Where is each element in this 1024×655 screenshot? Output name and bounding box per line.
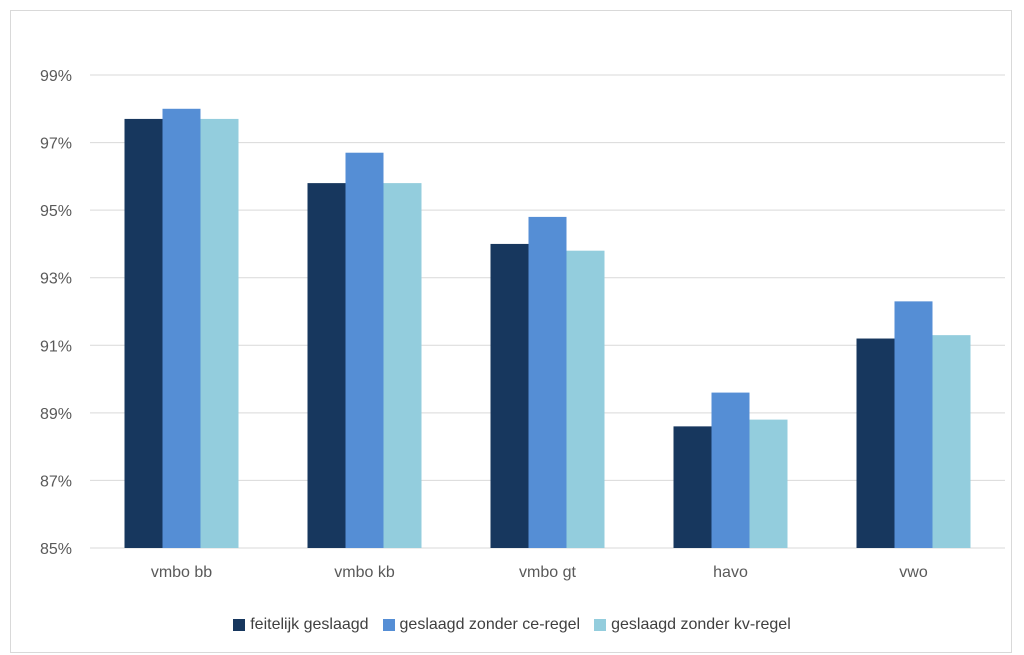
x-tick-label: vmbo bb	[151, 564, 212, 581]
x-axis-tick-labels: vmbo bb vmbo kb vmbo gt havo vwo	[151, 564, 928, 581]
legend-item: geslaagd zonder kv-regel	[594, 616, 791, 634]
y-axis-tick-labels: 85% 87% 89% 91% 93% 95% 97% 99%	[40, 68, 72, 558]
bar	[932, 335, 971, 548]
bar	[749, 419, 788, 548]
y-tick-label: 93%	[40, 271, 72, 288]
legend-label: feitelijk geslaagd	[250, 616, 369, 633]
x-tick-label: vmbo kb	[334, 564, 395, 581]
bar	[566, 250, 605, 548]
bars	[124, 108, 971, 549]
legend-label: geslaagd zonder kv-regel	[611, 616, 791, 633]
bar	[124, 118, 163, 549]
legend-label: geslaagd zonder ce-regel	[399, 616, 581, 633]
y-tick-label: 87%	[40, 473, 72, 490]
x-tick-label: vwo	[899, 564, 928, 581]
y-tick-label: 85%	[40, 541, 72, 558]
y-tick-label: 89%	[40, 406, 72, 423]
bar	[673, 426, 712, 548]
bar	[345, 152, 384, 548]
bar	[200, 118, 239, 549]
bar	[856, 338, 895, 548]
legend-item: feitelijk geslaagd	[233, 616, 369, 634]
bar	[307, 183, 346, 548]
legend-swatch	[233, 619, 246, 631]
x-tick-label: havo	[713, 564, 748, 581]
legend-item: geslaagd zonder ce-regel	[382, 616, 581, 634]
y-tick-label: 99%	[40, 68, 72, 85]
bar	[383, 183, 422, 548]
bar	[894, 301, 933, 548]
y-tick-label: 97%	[40, 136, 72, 153]
bar	[528, 216, 567, 548]
y-tick-label: 95%	[40, 203, 72, 220]
bar	[490, 243, 529, 548]
bar	[711, 392, 750, 548]
x-tick-label: vmbo gt	[519, 564, 576, 581]
legend-swatch	[382, 619, 395, 631]
bar	[162, 108, 201, 549]
y-tick-label: 91%	[40, 338, 72, 355]
legend: feitelijk geslaagd geslaagd zonder ce-reg…	[0, 610, 1024, 640]
legend-swatch	[594, 619, 607, 631]
